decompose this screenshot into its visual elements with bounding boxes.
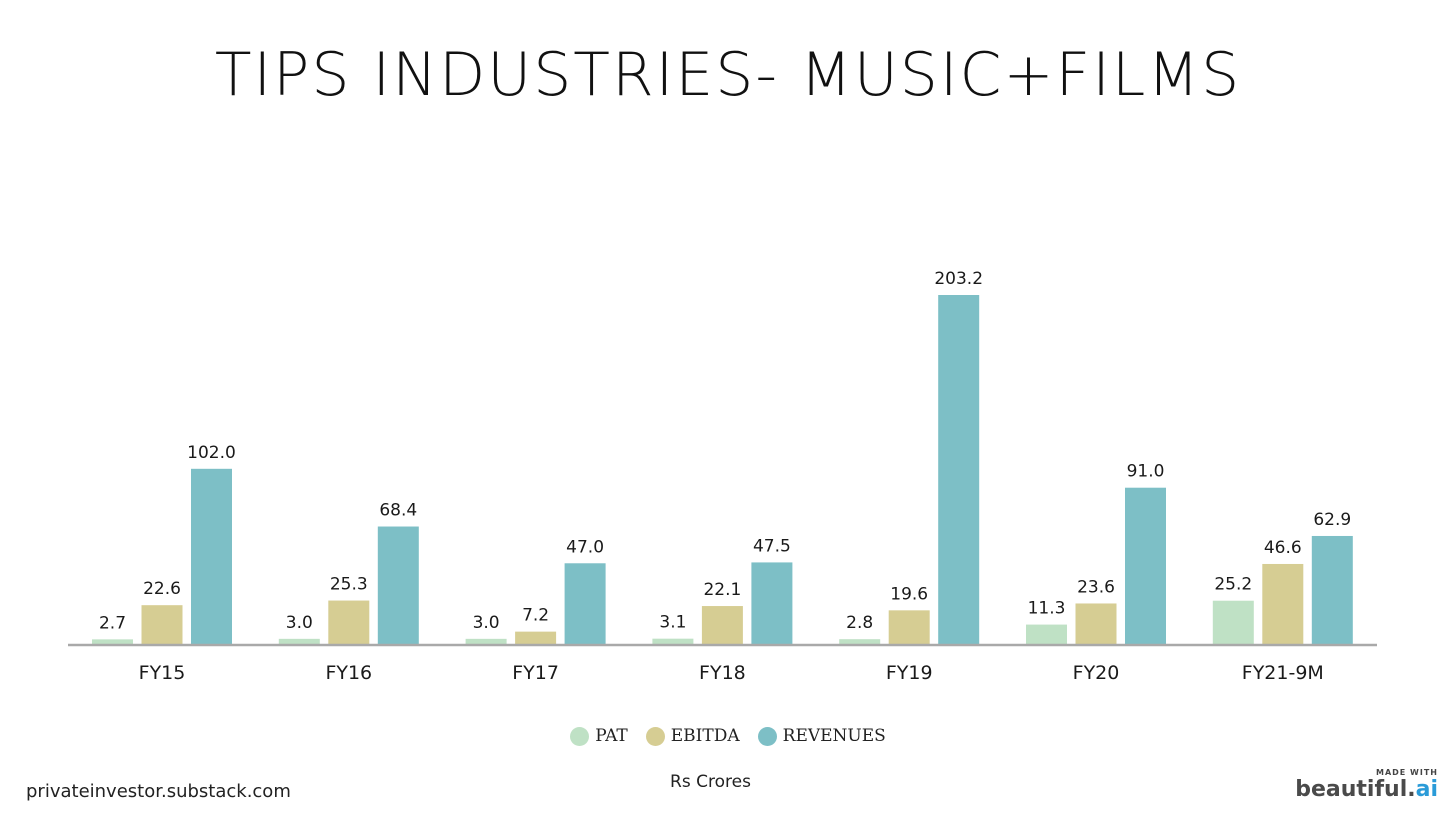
bars-layer — [92, 295, 1353, 644]
legend-label-ebitda: EBITDA — [670, 726, 740, 746]
value-label-revenues-fy20: 91.0 — [1127, 462, 1165, 482]
category-label-fy16: FY16 — [325, 662, 372, 684]
value-label-revenues-fy17: 47.0 — [566, 537, 604, 557]
bar-revenues-fy19 — [938, 295, 980, 644]
badge-dot: . — [1407, 777, 1416, 802]
legend-swatch-ebitda — [645, 726, 665, 746]
legend-item-revenues: REVENUES — [757, 726, 886, 746]
value-labels-layer: 2.7 22.6 102.0 3.0 25.3 68.4 3.0 7.2 47.0 3.1 22.1… — [99, 269, 1351, 633]
value-label-revenues-fy18: 47.5 — [753, 536, 791, 556]
legend-item-ebitda: EBITDA — [645, 726, 740, 746]
value-label-revenues-fy21-9m: 62.9 — [1313, 510, 1351, 530]
bar-pat-fy16 — [278, 638, 320, 644]
value-label-pat-fy17: 3.0 — [473, 613, 500, 633]
bar-revenues-fy18 — [751, 562, 793, 644]
bar-pat-fy17 — [465, 638, 507, 644]
chart-title: TIPS INDUSTRIES- MUSIC+FILMS — [214, 40, 1242, 110]
value-label-pat-fy15: 2.7 — [99, 613, 126, 633]
bar-ebitda-fy17 — [515, 631, 557, 644]
legend-label-pat: PAT — [595, 726, 628, 746]
value-label-revenues-fy15: 102.0 — [187, 443, 236, 463]
value-label-revenues-fy19: 203.2 — [934, 269, 983, 289]
value-label-ebitda-fy21-9m: 46.6 — [1264, 538, 1302, 558]
category-label-fy21-9m: FY21-9M — [1242, 662, 1324, 684]
source-url: privateinvestor.substack.com — [26, 781, 291, 802]
bar-revenues-fy20 — [1125, 487, 1166, 644]
bar-ebitda-fy20 — [1075, 603, 1117, 644]
bar-revenues-fy21-9m — [1311, 535, 1353, 644]
legend-item-pat: PAT — [570, 726, 628, 746]
category-label-fy17: FY17 — [512, 662, 559, 684]
legend-label-revenues: REVENUES — [782, 726, 886, 746]
bar-ebitda-fy19 — [888, 610, 930, 644]
badge-brand-word: beautiful — [1295, 777, 1408, 802]
bar-pat-fy18 — [652, 638, 694, 644]
bar-ebitda-fy15 — [141, 605, 183, 644]
value-label-pat-fy20: 11.3 — [1028, 599, 1066, 619]
category-label-fy20: FY20 — [1073, 662, 1120, 684]
bar-pat-fy19 — [839, 639, 881, 644]
bar-revenues-fy17 — [564, 563, 606, 644]
legend-swatch-revenues — [757, 726, 777, 746]
bar-ebitda-fy18 — [701, 606, 743, 644]
value-label-ebitda-fy19: 19.6 — [890, 584, 928, 604]
units-label: Rs Crores — [670, 772, 751, 792]
category-label-fy18: FY18 — [699, 662, 746, 684]
value-label-pat-fy19: 2.8 — [846, 613, 873, 633]
legend-swatch-pat — [570, 726, 590, 746]
category-label-fy15: FY15 — [139, 662, 186, 684]
value-label-pat-fy16: 3.0 — [286, 613, 313, 633]
value-label-pat-fy21-9m: 25.2 — [1214, 575, 1252, 595]
bar-pat-fy21-9m — [1212, 600, 1254, 644]
value-label-ebitda-fy16: 25.3 — [330, 575, 368, 595]
legend: PAT EBITDA REVENUES — [0, 726, 1456, 746]
value-label-pat-fy18: 3.1 — [659, 613, 686, 633]
made-with-badge: MADE WITH beautiful.ai — [1295, 768, 1438, 803]
bar-ebitda-fy21-9m — [1262, 563, 1304, 644]
value-label-ebitda-fy17: 7.2 — [522, 606, 549, 626]
badge-logo: beautiful.ai — [1295, 777, 1438, 803]
value-label-ebitda-fy18: 22.1 — [703, 580, 741, 600]
bar-pat-fy15 — [92, 639, 133, 644]
bar-pat-fy20 — [1026, 624, 1067, 644]
value-label-ebitda-fy20: 23.6 — [1077, 577, 1115, 597]
bar-ebitda-fy16 — [328, 600, 370, 644]
value-label-ebitda-fy15: 22.6 — [143, 579, 181, 599]
category-label-fy19: FY19 — [886, 662, 933, 684]
bar-revenues-fy15 — [191, 468, 232, 644]
badge-ai: ai — [1415, 777, 1438, 802]
bar-revenues-fy16 — [377, 526, 419, 644]
category-labels-layer: FY15 FY16 FY17 FY18 FY19 FY20 FY21-9M — [139, 662, 1324, 684]
badge-caption: MADE WITH — [1376, 768, 1438, 777]
value-label-revenues-fy16: 68.4 — [379, 501, 417, 521]
